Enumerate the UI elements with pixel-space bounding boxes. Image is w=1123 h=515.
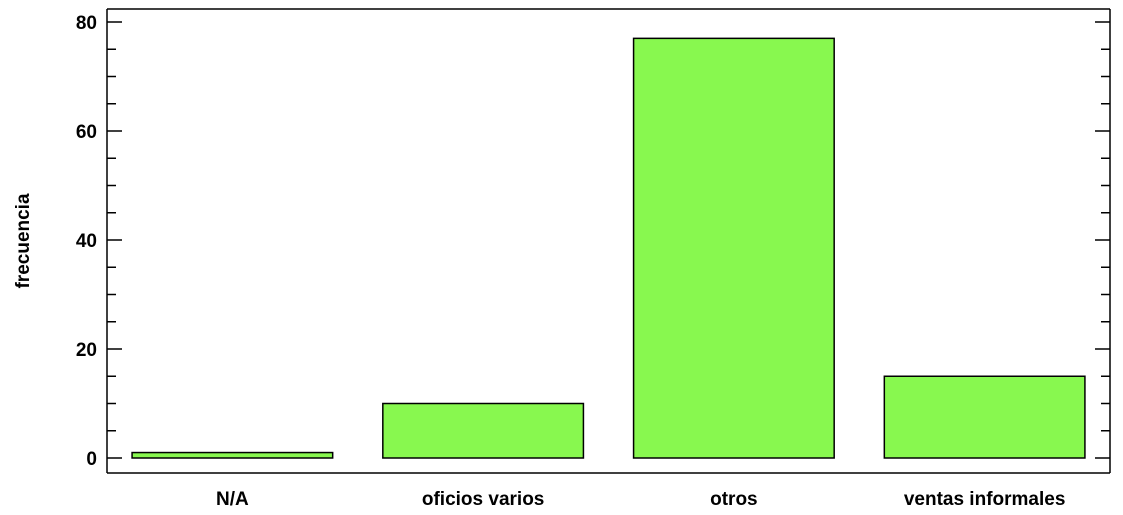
bar — [632, 37, 835, 459]
x-tick-label: oficios varios — [422, 489, 545, 510]
x-tick-label: ventas informales — [904, 489, 1066, 510]
x-tick-label: N/A — [216, 489, 249, 510]
y-tick-label: 20 — [76, 340, 97, 361]
bar — [382, 402, 585, 459]
plot-area — [106, 8, 1111, 474]
bars-group — [131, 37, 1086, 459]
y-tick-label: 80 — [76, 13, 97, 34]
y-tick-label: 0 — [86, 449, 97, 470]
y-axis-title: frecuencia — [13, 193, 34, 288]
y-axis-ticks: 0 20 40 60 80 — [76, 13, 1110, 470]
x-tick-label: otros — [710, 489, 758, 510]
y-tick-label: 60 — [76, 122, 97, 143]
y-tick-label: 40 — [76, 231, 97, 252]
bar — [883, 375, 1086, 459]
bar — [131, 451, 334, 459]
x-axis-labels: N/A oficios varios otros ventas informales — [216, 489, 1065, 510]
